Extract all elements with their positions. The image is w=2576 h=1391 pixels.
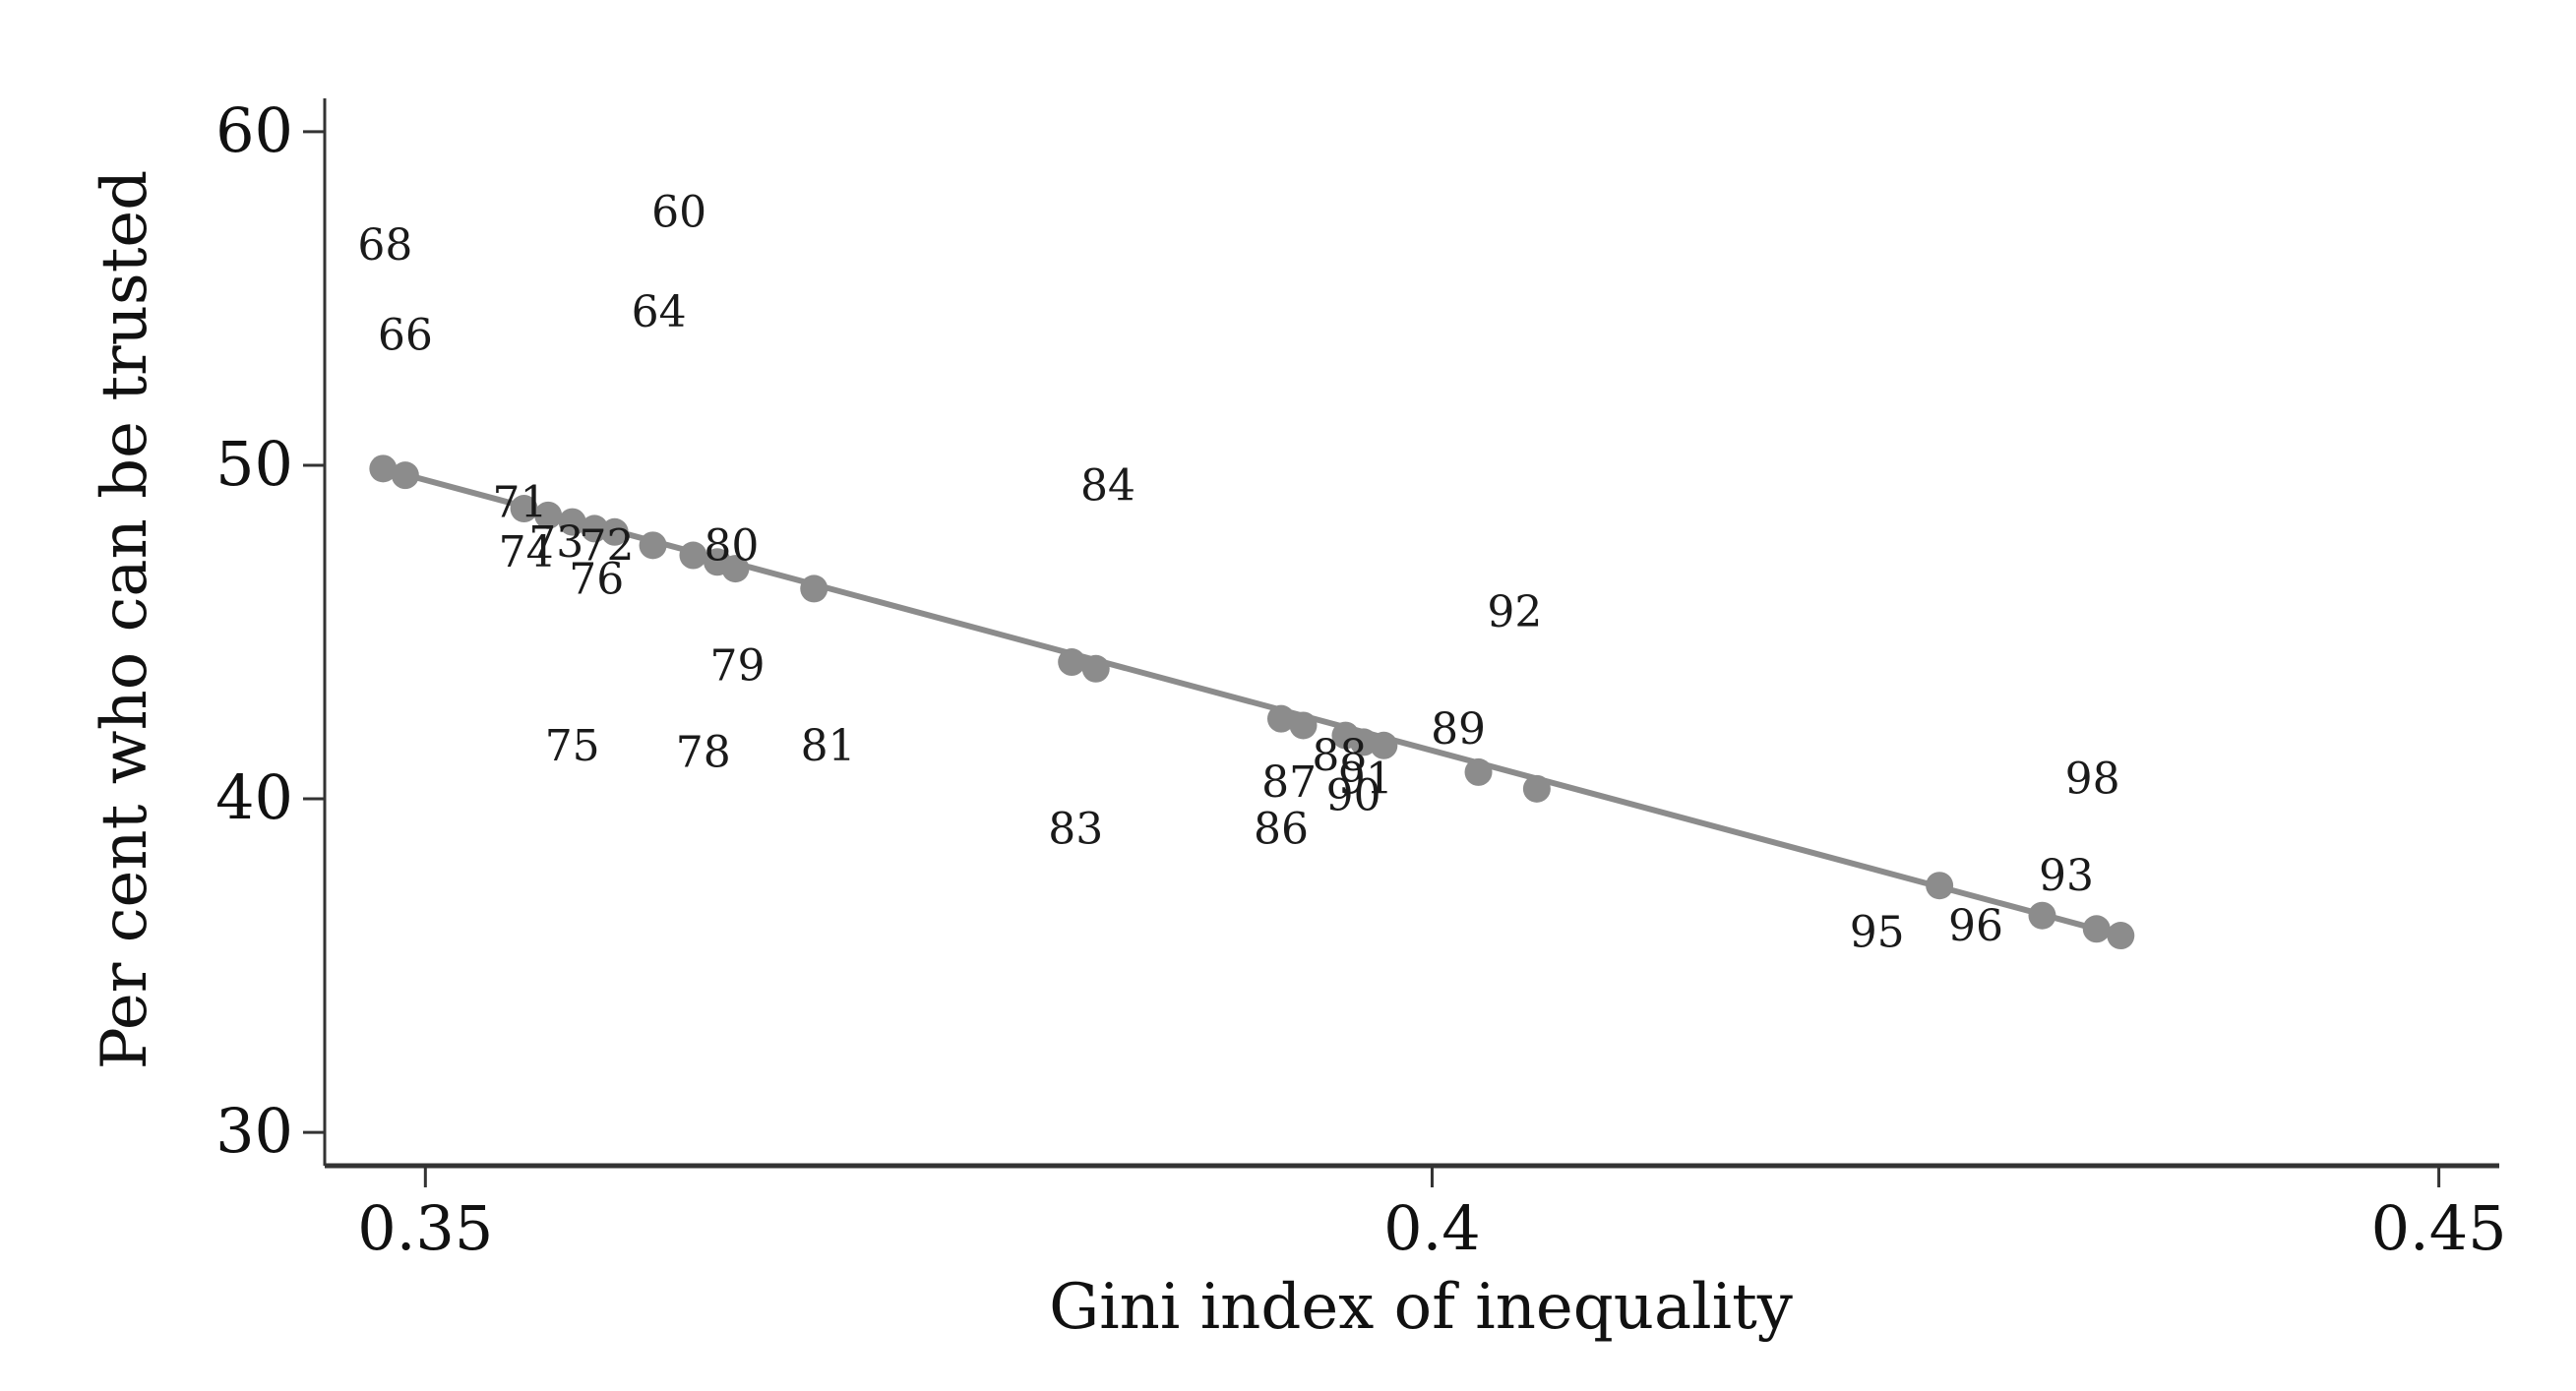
point-label-86: 86 bbox=[1254, 805, 1309, 855]
fitted-point bbox=[1081, 654, 1110, 683]
point-label-93: 93 bbox=[2039, 851, 2094, 901]
y-tick-label: 40 bbox=[215, 761, 293, 833]
fitted-point bbox=[1058, 648, 1086, 677]
point-label-60: 60 bbox=[651, 187, 706, 237]
point-label-88: 88 bbox=[1312, 731, 1367, 781]
point-label-84: 84 bbox=[1080, 460, 1135, 511]
fitted-point bbox=[1522, 774, 1551, 803]
y-tick-label: 30 bbox=[215, 1095, 293, 1167]
fitted-point bbox=[534, 501, 563, 529]
fitted-point bbox=[558, 508, 586, 536]
fitted-point bbox=[800, 575, 828, 603]
point-label-87: 87 bbox=[1261, 757, 1317, 808]
point-label-79: 79 bbox=[709, 640, 765, 691]
fitted-point bbox=[2028, 901, 2056, 930]
x-axis-title: Gini index of inequality bbox=[1049, 1271, 1793, 1344]
fitted-point bbox=[600, 517, 629, 546]
point-label-72: 72 bbox=[579, 520, 634, 571]
point-label-95: 95 bbox=[1850, 908, 1905, 958]
point-label-80: 80 bbox=[704, 520, 759, 571]
point-label-91: 91 bbox=[1338, 755, 1393, 805]
point-label-81: 81 bbox=[801, 721, 856, 771]
fitted-point bbox=[721, 555, 750, 583]
fitted-point bbox=[1370, 731, 1398, 759]
point-label-78: 78 bbox=[676, 728, 731, 778]
point-label-66: 66 bbox=[378, 311, 433, 361]
y-tick-label: 50 bbox=[215, 428, 293, 500]
x-tick-label: 0.35 bbox=[357, 1192, 493, 1264]
y-tick-label: 60 bbox=[215, 94, 293, 166]
fitted-points-layer bbox=[369, 454, 2135, 950]
point-label-76: 76 bbox=[569, 554, 624, 604]
plot-background bbox=[325, 98, 2066, 1072]
regression-line bbox=[380, 465, 2124, 939]
fitted-point bbox=[639, 531, 667, 560]
axes: 30 40 50 60 0.35 0.4 0.45 bbox=[215, 94, 2507, 1264]
point-label-64: 64 bbox=[632, 287, 687, 337]
point-label-96: 96 bbox=[1948, 901, 2003, 951]
fitted-point bbox=[1926, 872, 1954, 900]
fitted-point bbox=[2107, 922, 2135, 950]
fitted-point bbox=[679, 541, 707, 570]
fitted-point bbox=[391, 461, 419, 490]
point-label-68: 68 bbox=[357, 220, 412, 271]
point-label-75: 75 bbox=[545, 721, 600, 771]
fitted-point bbox=[510, 495, 538, 523]
y-axis-title: Per cent who can be trusted bbox=[89, 170, 161, 1070]
fitted-point bbox=[2082, 915, 2111, 943]
point-label-83: 83 bbox=[1048, 805, 1103, 855]
fitted-point bbox=[1289, 711, 1318, 740]
point-label-90: 90 bbox=[1326, 771, 1381, 821]
point-label-98: 98 bbox=[2065, 755, 2120, 805]
fitted-point bbox=[1464, 757, 1493, 786]
x-tick-label: 0.45 bbox=[2371, 1192, 2507, 1264]
x-tick-label: 0.4 bbox=[1383, 1192, 1481, 1264]
point-label-74: 74 bbox=[499, 527, 554, 577]
fit-line-layer bbox=[380, 465, 2124, 939]
point-label-89: 89 bbox=[1431, 704, 1486, 755]
point-label-92: 92 bbox=[1487, 587, 1542, 637]
point-label-73: 73 bbox=[528, 517, 583, 568]
fitted-point bbox=[369, 454, 398, 483]
point-label-71: 71 bbox=[492, 477, 547, 527]
fitted-point bbox=[1266, 704, 1295, 733]
